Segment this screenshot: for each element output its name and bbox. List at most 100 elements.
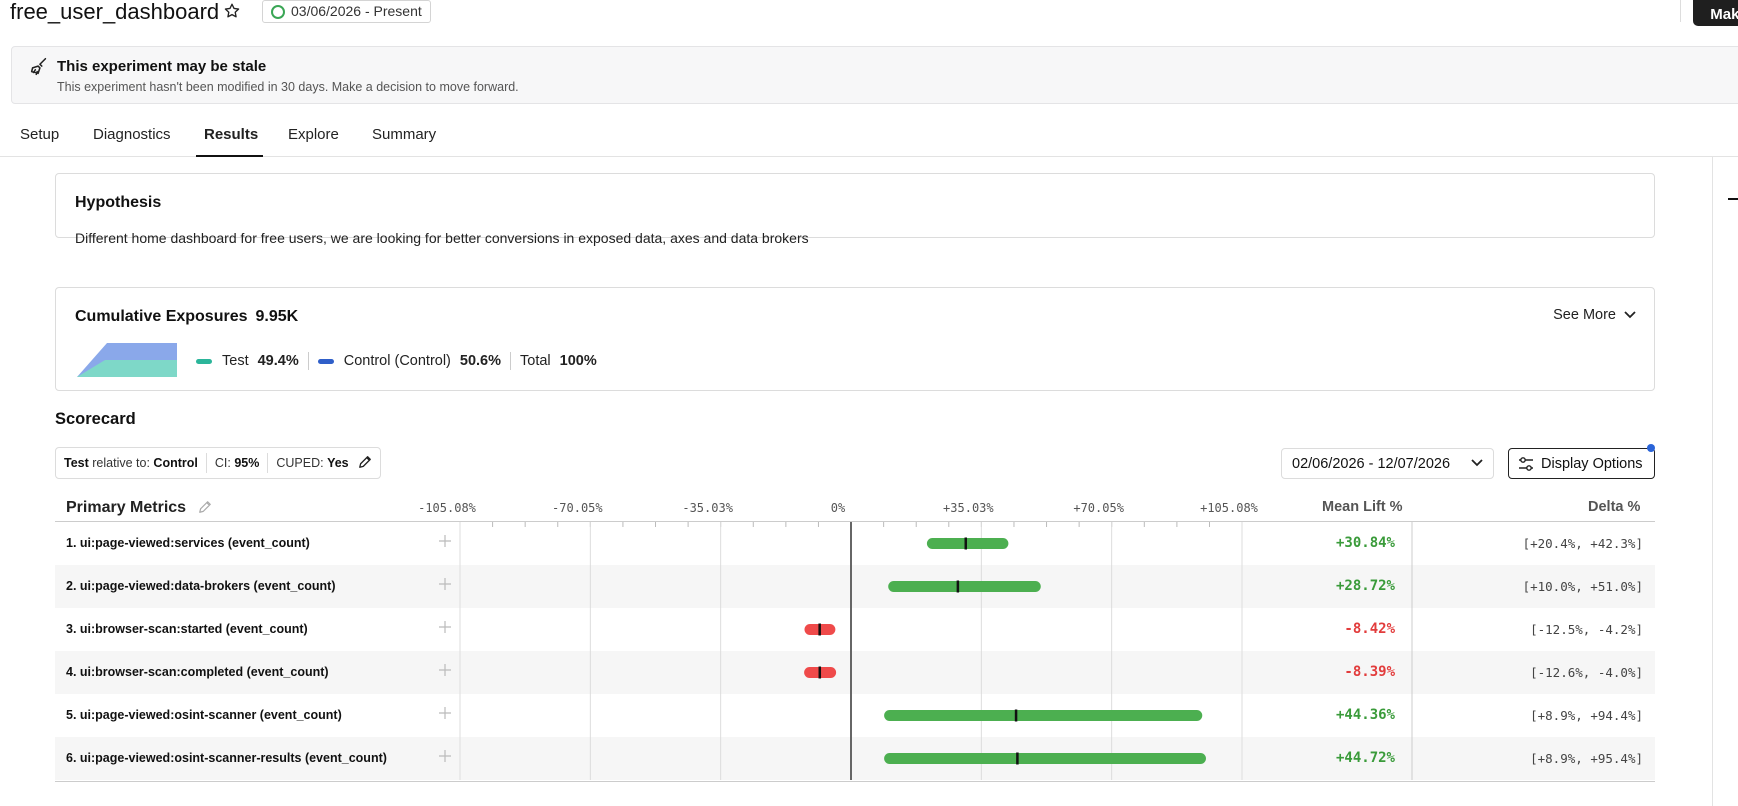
axis-tick-label: -70.05% <box>552 501 603 515</box>
mean-marker <box>956 580 960 593</box>
pencil-icon[interactable] <box>358 455 372 469</box>
exposures-card: Cumulative Exposures 9.95K See More Test … <box>55 287 1655 391</box>
metric-name: 6. ui:page-viewed:osint-scanner-results … <box>66 751 387 765</box>
confidence-interval-bar <box>884 753 1206 764</box>
add-icon[interactable] <box>438 577 452 591</box>
add-icon[interactable] <box>438 620 452 634</box>
delta-range-value: [+8.9%, +94.4%] <box>1530 708 1643 723</box>
add-icon[interactable] <box>438 534 452 548</box>
axis-tick-label: +35.03% <box>943 501 994 515</box>
stale-banner-title: This experiment may be stale <box>57 58 267 75</box>
make-decision-button[interactable]: Make <box>1693 0 1738 26</box>
divider <box>510 352 512 370</box>
metric-name: 1. ui:page-viewed:services (event_count) <box>66 536 310 550</box>
legend-total-pct: 100% <box>559 353 597 369</box>
star-icon[interactable] <box>223 2 241 20</box>
hypothesis-heading: Hypothesis <box>75 194 162 211</box>
table-row[interactable]: 2. ui:page-viewed:data-brokers (event_co… <box>55 565 1655 608</box>
axis-tick-label: -105.08% <box>418 501 476 515</box>
axis-tick-label: 0% <box>830 501 846 515</box>
exposures-legend: Test 49.4% Control (Control) 50.6% Total… <box>196 352 597 370</box>
scorecard-heading: Scorecard <box>55 410 136 428</box>
metric-name: 5. ui:page-viewed:osint-scanner (event_c… <box>66 708 342 722</box>
lift-plot <box>459 522 1413 780</box>
divider <box>1680 0 1681 22</box>
hypothesis-card: Hypothesis Different home dashboard for … <box>55 173 1655 246</box>
table-row[interactable]: 1. ui:page-viewed:services (event_count)… <box>55 522 1655 565</box>
stale-banner: This experiment may be stale This experi… <box>11 46 1738 104</box>
display-options-button[interactable]: Display Options <box>1508 448 1655 479</box>
exposures-heading: Cumulative Exposures 9.95K <box>75 308 298 326</box>
mean-marker <box>818 623 821 636</box>
pencil-icon[interactable] <box>198 500 212 514</box>
mean-lift-value: +30.84% <box>1335 535 1395 551</box>
legend-test-label: Test <box>222 353 249 369</box>
tab-diagnostics[interactable]: Diagnostics <box>93 126 171 143</box>
right-panel-divider <box>1712 157 1713 806</box>
delta-range-value: [-12.6%, -4.0%] <box>1530 665 1643 680</box>
table-bottom-border <box>55 781 1655 782</box>
delta-header: Delta % <box>1588 499 1641 515</box>
top-bar: free_user_dashboard 03/06/2026 - Present… <box>0 0 1738 36</box>
cuped-value: Yes <box>327 456 349 470</box>
right-panel-tab[interactable] <box>1728 168 1738 200</box>
tab-bar: Setup Diagnostics Results Explore Summar… <box>0 116 1738 157</box>
metric-name: 3. ui:browser-scan:started (event_count) <box>66 622 308 636</box>
mean-marker <box>1016 752 1019 765</box>
control-swatch <box>317 358 334 364</box>
date-range-select[interactable]: 02/06/2026 - 12/07/2026 <box>1281 448 1494 479</box>
metric-name: 2. ui:page-viewed:data-brokers (event_co… <box>66 579 336 593</box>
primary-metrics-heading: Primary Metrics <box>66 499 187 516</box>
add-icon[interactable] <box>438 749 452 763</box>
date-badge-label: 03/06/2026 - Present <box>291 3 422 19</box>
table-row[interactable]: 4. ui:browser-scan:completed (event_coun… <box>55 651 1655 694</box>
delta-range-value: [+8.9%, +95.4%] <box>1530 751 1643 766</box>
primary-metrics-table: Primary Metrics -105.08% -70.05% -35.03% 0%… <box>55 495 1655 782</box>
axis-tick-label: -35.03% <box>682 501 733 515</box>
add-icon[interactable] <box>438 663 452 677</box>
exposures-title: Cumulative Exposures <box>75 308 248 325</box>
confidence-interval-bar <box>888 581 1041 592</box>
status-ring-icon <box>271 5 285 19</box>
exposures-sparkline <box>77 343 177 377</box>
chevron-down-icon <box>1624 311 1636 319</box>
stale-banner-text: This experiment hasn't been modified in … <box>57 80 519 94</box>
cuped-segment: CUPED: Yes <box>268 453 380 473</box>
experiment-title: free_user_dashboard <box>10 0 220 24</box>
axis-tick-label: +105.08% <box>1200 501 1258 515</box>
scorecard-config[interactable]: Test relative to: Control CI: 95% CUPED:… <box>55 447 382 479</box>
table-row[interactable]: 5. ui:page-viewed:osint-scanner (event_c… <box>55 694 1655 737</box>
delta-range-value: [-12.5%, -4.2%] <box>1530 622 1643 637</box>
tab-explore[interactable]: Explore <box>288 126 339 143</box>
ci-value: 95% <box>234 456 260 470</box>
axis-tick-label: +70.05% <box>1073 501 1124 515</box>
add-icon[interactable] <box>438 706 452 720</box>
mean-lift-value: +28.72% <box>1335 578 1395 594</box>
see-more-label: See More <box>1553 307 1616 323</box>
display-options-label: Display Options <box>1541 456 1643 472</box>
see-more-button[interactable]: See More <box>1553 307 1636 323</box>
tab-setup[interactable]: Setup <box>20 126 60 143</box>
table-row[interactable]: 3. ui:browser-scan:started (event_count)… <box>55 608 1655 651</box>
ci-segment: CI: 95% <box>207 453 269 473</box>
test-group-label: Test <box>64 456 89 470</box>
cuped-label: CUPED: <box>276 456 324 470</box>
confidence-interval-bar <box>884 710 1203 721</box>
table-header: Primary Metrics -105.08% -70.05% -35.03% 0%… <box>55 495 1655 522</box>
notification-dot <box>1647 444 1655 452</box>
sliders-icon <box>1519 457 1533 471</box>
relative-to-label: relative to: <box>92 456 150 470</box>
mean-lift-value: -8.42% <box>1344 621 1395 637</box>
ci-label: CI: <box>214 456 231 470</box>
status-date-badge: 03/06/2026 - Present <box>262 0 431 23</box>
tab-results[interactable]: Results <box>196 126 263 157</box>
table-row[interactable]: 6. ui:page-viewed:osint-scanner-results … <box>55 737 1655 780</box>
delta-range-value: [+20.4%, +42.3%] <box>1522 536 1643 551</box>
mean-lift-value: -8.39% <box>1344 664 1395 680</box>
legend-control-pct: 50.6% <box>459 353 502 369</box>
mean-marker <box>1014 709 1018 722</box>
mean-marker <box>964 537 968 550</box>
chevron-down-icon <box>1471 459 1483 467</box>
broom-icon <box>30 57 47 76</box>
tab-summary[interactable]: Summary <box>372 126 437 143</box>
